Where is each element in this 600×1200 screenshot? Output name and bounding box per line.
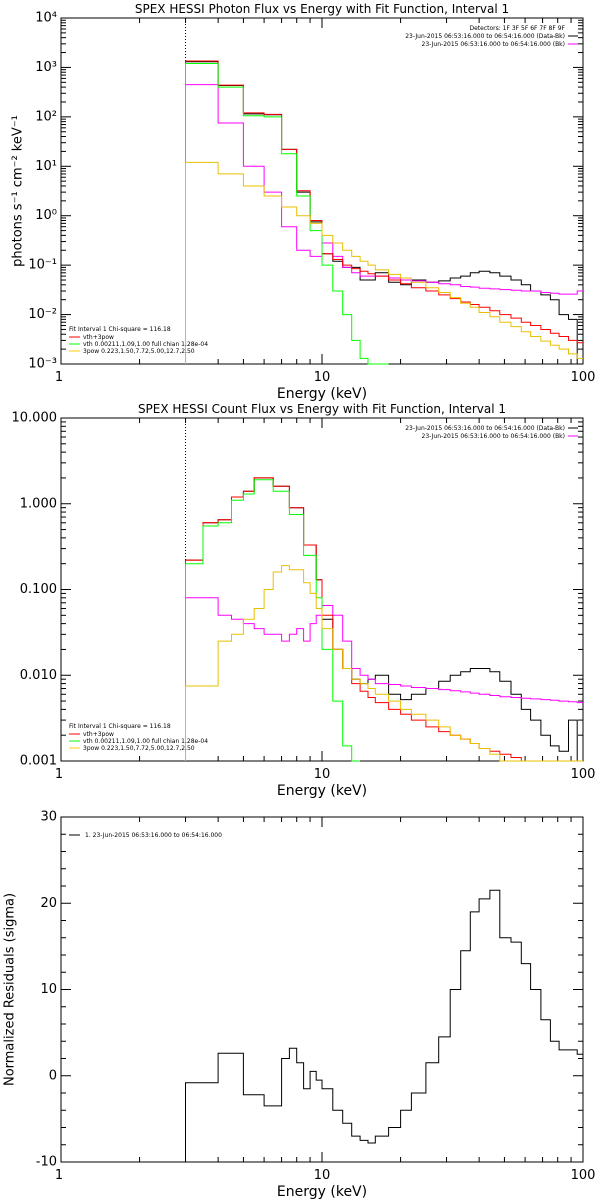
x-tick-label: 100 (571, 370, 596, 385)
x-axis-label: Energy (keV) (277, 386, 367, 402)
legend-data-bk-text: 23-Jun-2015 06:53:16.000 to 06:54:16.000… (405, 425, 565, 432)
legend-bk-text: 23-Jun-2015 06:53:16.000 to 06:54:16.000… (422, 41, 565, 48)
y-tick-label: 10 (40, 982, 57, 997)
series-vth (185, 479, 361, 762)
x-tick-label: 100 (571, 1168, 596, 1183)
series-vth-3pow (185, 477, 583, 762)
legend-detectors-text: Detectors: 1F 3F 5F 6F 7F 8F 9F (469, 25, 565, 32)
legend-top-right: 23-Jun-2015 06:53:16.000 to 06:54:16.000… (405, 425, 578, 440)
y-tick-label: -10 (36, 1155, 57, 1170)
y-tick-label: 10⁴ (35, 11, 57, 26)
series-group (185, 60, 583, 365)
y-tick-label: 0.001 (20, 754, 57, 769)
x-tick-label: 10 (314, 370, 331, 385)
y-tick-label: 10⁻³ (28, 357, 57, 372)
legend-3pow-text: 3pow 0.223,1.50,7.72,5.00,12.7,2.50 (83, 348, 195, 355)
legend-top-left: 1. 23-Jun-2015 06:53:16.000 to 06:54:16.… (69, 832, 222, 839)
y-tick-label: 30 (40, 810, 57, 825)
axis-ticks: 1 10 100 10⁻³ 10⁻² 10⁻¹ 10⁰ 10¹ 10² 10³ 10⁴ (28, 11, 595, 386)
count-flux-panel: SPEX HESSI Count Flux vs Energy with Fit… (12, 402, 596, 799)
y-tick-label: 10⁰ (35, 208, 57, 223)
legend-vth-3pow-text: vth+3pow (83, 334, 114, 341)
photon-flux-panel: SPEX HESSI Photon Flux vs Energy with Fi… (11, 2, 596, 402)
x-tick-label: 10 (314, 1168, 331, 1183)
y-tick-label: 20 (40, 896, 57, 911)
y-axis-label: Normalized Residuals (sigma) (3, 893, 18, 1086)
y-tick-label: 10⁻¹ (28, 258, 57, 273)
axis-ticks: 1 10 100 -10 0 10 20 30 (36, 810, 596, 1184)
legend-fit-header: Fit Interval 1 Chi-square = 116.18 (69, 723, 171, 730)
series-data-bk (185, 61, 583, 365)
y-tick-label: 10.000 (12, 411, 58, 426)
series-vth (185, 63, 389, 365)
plot-frame (60, 816, 584, 1163)
x-tick-label: 1 (55, 1168, 63, 1183)
series-group (185, 889, 583, 1162)
residuals-panel: Energy (keV) Normalized Residuals (sigma… (3, 810, 596, 1200)
series-bk (185, 84, 583, 364)
legend-vth-3pow-text: vth+3pow (83, 731, 114, 738)
legend-bottom-left: Fit Interval 1 Chi-square = 116.18 vth+3… (69, 723, 208, 752)
x-tick-label: 10 (314, 767, 331, 782)
x-tick-label: 1 (55, 370, 63, 385)
x-tick-label: 100 (571, 767, 596, 782)
series-1-23-jun-2015-06-53-16-000-to-06-54-16-000 (185, 889, 583, 1162)
y-tick-label: 10² (35, 109, 57, 124)
x-axis-label: Energy (keV) (277, 1184, 367, 1200)
y-tick-label: 10¹ (35, 159, 57, 174)
y-axis-label: photons s⁻¹ cm⁻² keV⁻¹ (11, 115, 26, 267)
chart-title: SPEX HESSI Photon Flux vs Energy with Fi… (135, 2, 509, 16)
legend-data-bk-text: 23-Jun-2015 06:53:16.000 to 06:54:16.000… (405, 33, 565, 40)
reference-lines (185, 18, 584, 364)
legend-bk-text: 23-Jun-2015 06:53:16.000 to 06:54:16.000… (422, 433, 565, 440)
x-tick-label: 1 (55, 767, 63, 782)
y-tick-label: 0.010 (20, 668, 57, 683)
legend-vth-text: vth 0.00211,1.09,1.00 full chian 1.28e-0… (83, 738, 208, 745)
y-tick-label: 1.000 (20, 496, 57, 511)
series-3pow (185, 161, 583, 364)
legend-bottom-left: Fit Interval 1 Chi-square = 116.18 vth+3… (69, 326, 208, 355)
x-axis-label: Energy (keV) (277, 783, 367, 799)
legend-fit-header: Fit Interval 1 Chi-square = 116.18 (69, 326, 171, 333)
series-group (185, 477, 583, 762)
series-3pow (185, 565, 583, 762)
axis-ticks: 1 10 100 0.001 0.010 0.100 1.000 10.000 (12, 411, 596, 783)
series-vth-3pow (185, 60, 583, 364)
series-bk (185, 597, 583, 761)
legend-vth-text: vth 0.00211,1.09,1.00 full chian 1.28e-0… (83, 341, 208, 348)
y-tick-label: 10⁻² (28, 307, 57, 322)
chart-title: SPEX HESSI Count Flux vs Energy with Fit… (138, 402, 506, 416)
y-tick-label: 0 (49, 1068, 57, 1083)
legend-interval-text: 1. 23-Jun-2015 06:53:16.000 to 06:54:16.… (85, 832, 222, 839)
plot-frame (60, 17, 584, 365)
legend-top-right: Detectors: 1F 3F 5F 6F 7F 8F 9F 23-Jun-2… (405, 25, 578, 48)
y-tick-label: 10³ (35, 60, 57, 75)
legend-3pow-text: 3pow 0.223,1.50,7.72,5.00,12.7,2.50 (83, 745, 195, 752)
y-tick-label: 0.100 (20, 582, 57, 597)
